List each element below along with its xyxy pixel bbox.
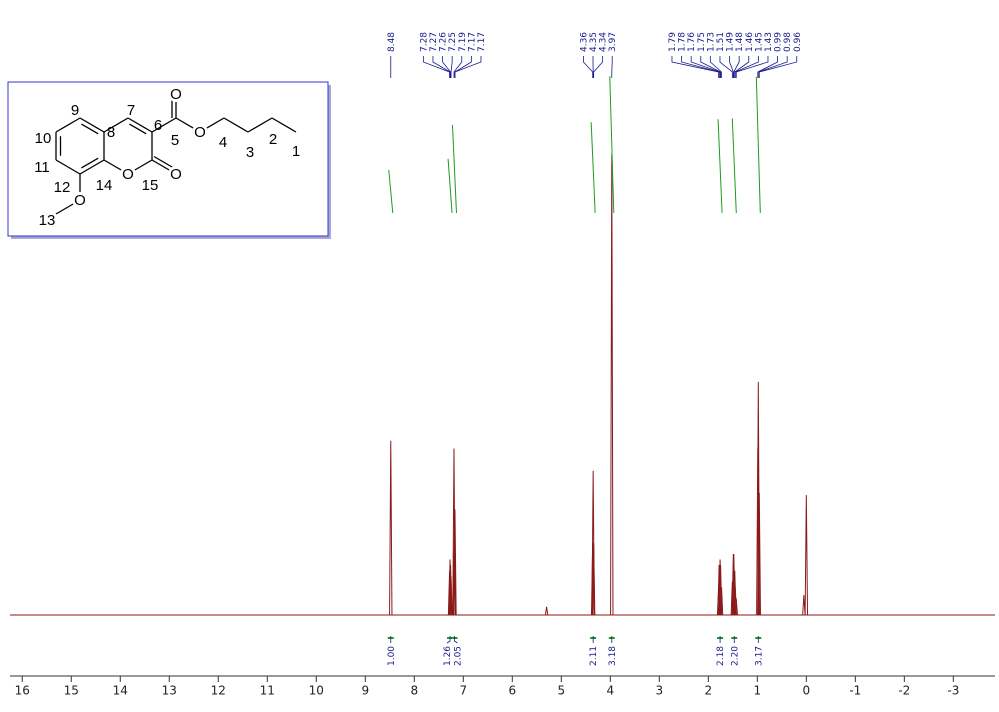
peak-label-connector	[455, 56, 481, 78]
peak-label: 1.73	[706, 32, 716, 52]
peak-label: 4.35	[589, 32, 599, 52]
x-tick-label: 7	[459, 684, 467, 698]
x-tick-label: 8	[410, 684, 418, 698]
x-tick-label: 16	[15, 684, 30, 698]
peak-label-connector	[758, 56, 787, 78]
x-tick-label: 0	[803, 684, 811, 698]
peak-label-connector	[423, 56, 449, 78]
atom-number: 14	[96, 177, 113, 194]
peak-label-connector	[736, 56, 768, 78]
peak-label-connector	[735, 56, 758, 78]
integral-curve	[732, 118, 736, 213]
integral-curve	[389, 170, 393, 213]
peak-label: 1.46	[745, 32, 755, 52]
x-tick-label: 11	[260, 684, 275, 698]
peak	[390, 441, 392, 615]
peak-label: 1.79	[668, 32, 678, 52]
x-tick-label: 10	[309, 684, 324, 698]
integral-curve	[591, 122, 595, 213]
atom-number: 10	[35, 130, 52, 147]
atom-label: O	[122, 166, 134, 183]
peak-label-connector	[759, 56, 796, 78]
integral-curve	[452, 125, 456, 213]
x-tick-label: 1	[754, 684, 762, 698]
atom-number: 4	[219, 134, 227, 151]
atom-number: 6	[154, 117, 162, 134]
x-tick-label: 15	[64, 684, 79, 698]
peak-label-connector	[583, 56, 592, 78]
peak-label-connector	[451, 56, 452, 78]
peak-label-connector	[672, 56, 719, 78]
atom-number: 1	[292, 143, 300, 160]
peak-label: 1.49	[726, 32, 736, 52]
peak-label: 1.51	[716, 32, 726, 52]
atom-number: 11	[34, 159, 50, 176]
peak	[545, 607, 547, 615]
peak-label: 0.99	[774, 32, 784, 52]
peak	[611, 154, 613, 615]
integral-curve	[448, 159, 452, 213]
peak-label: 3.97	[608, 32, 618, 52]
x-tick-label: 14	[113, 684, 128, 698]
peak-label: 7.17	[477, 32, 487, 52]
peak-label: 7.25	[448, 32, 458, 52]
atom-number: 2	[269, 131, 277, 148]
integral-label: 2.11	[589, 646, 599, 666]
x-tick-label: 12	[211, 684, 226, 698]
x-tick-label: 4	[606, 684, 614, 698]
integral-label: 2.18	[716, 646, 726, 666]
peak-label: 7.27	[429, 32, 439, 52]
peak-label: 1.75	[697, 32, 707, 52]
x-tick-label: 3	[655, 684, 663, 698]
peak-label: 7.17	[467, 32, 477, 52]
atom-number: 3	[246, 144, 254, 161]
peak-label: 1.78	[678, 32, 688, 52]
x-tick-label: -1	[849, 684, 861, 698]
peak-label: 1.48	[735, 32, 745, 52]
peak-label: 1.45	[754, 32, 764, 52]
peak-label: 0.98	[783, 32, 793, 52]
atom-number: 5	[171, 132, 179, 149]
atom-number: 9	[71, 102, 79, 119]
atom-number: 8	[107, 124, 115, 141]
peak-label: 1.43	[764, 32, 774, 52]
integral-label: 3.17	[754, 646, 764, 666]
atom-number: 13	[39, 212, 56, 229]
x-tick-label: 9	[361, 684, 369, 698]
peak-label: 8.48	[387, 32, 397, 52]
integral-label: 2.05	[454, 646, 464, 666]
peak-label-connector	[682, 56, 720, 78]
peak-label: 0.96	[793, 32, 803, 52]
peak-label: 7.28	[419, 32, 429, 52]
integral-label: 1.26	[443, 646, 453, 666]
atom-label: O	[170, 166, 182, 183]
atom-label: O	[194, 124, 206, 141]
integral-label: 3.18	[608, 646, 618, 666]
x-tick-label: 13	[162, 684, 177, 698]
atom-label: O	[170, 86, 182, 103]
atom-label: O	[74, 192, 86, 209]
peak-label: 1.76	[687, 32, 697, 52]
integral-curve	[718, 119, 722, 213]
peak-label-connector	[594, 56, 603, 78]
x-tick-label: 5	[557, 684, 565, 698]
x-tick-label: 6	[508, 684, 516, 698]
x-tick-label: 2	[705, 684, 713, 698]
peak-label: 4.36	[579, 32, 589, 52]
peak-label: 7.19	[458, 32, 468, 52]
atom-number: 15	[142, 177, 159, 194]
peak	[805, 495, 807, 615]
integral-label: 2.20	[730, 646, 740, 666]
x-tick-label: -2	[898, 684, 910, 698]
peak-label-connector	[730, 56, 734, 78]
peak-label: 7.26	[439, 32, 449, 52]
integral-label: 1.00	[387, 646, 397, 666]
atom-number: 7	[127, 102, 135, 119]
x-tick-label: -3	[947, 684, 959, 698]
integral-curve	[756, 77, 760, 213]
peak-label: 4.34	[599, 32, 609, 52]
atom-number: 12	[54, 179, 71, 196]
